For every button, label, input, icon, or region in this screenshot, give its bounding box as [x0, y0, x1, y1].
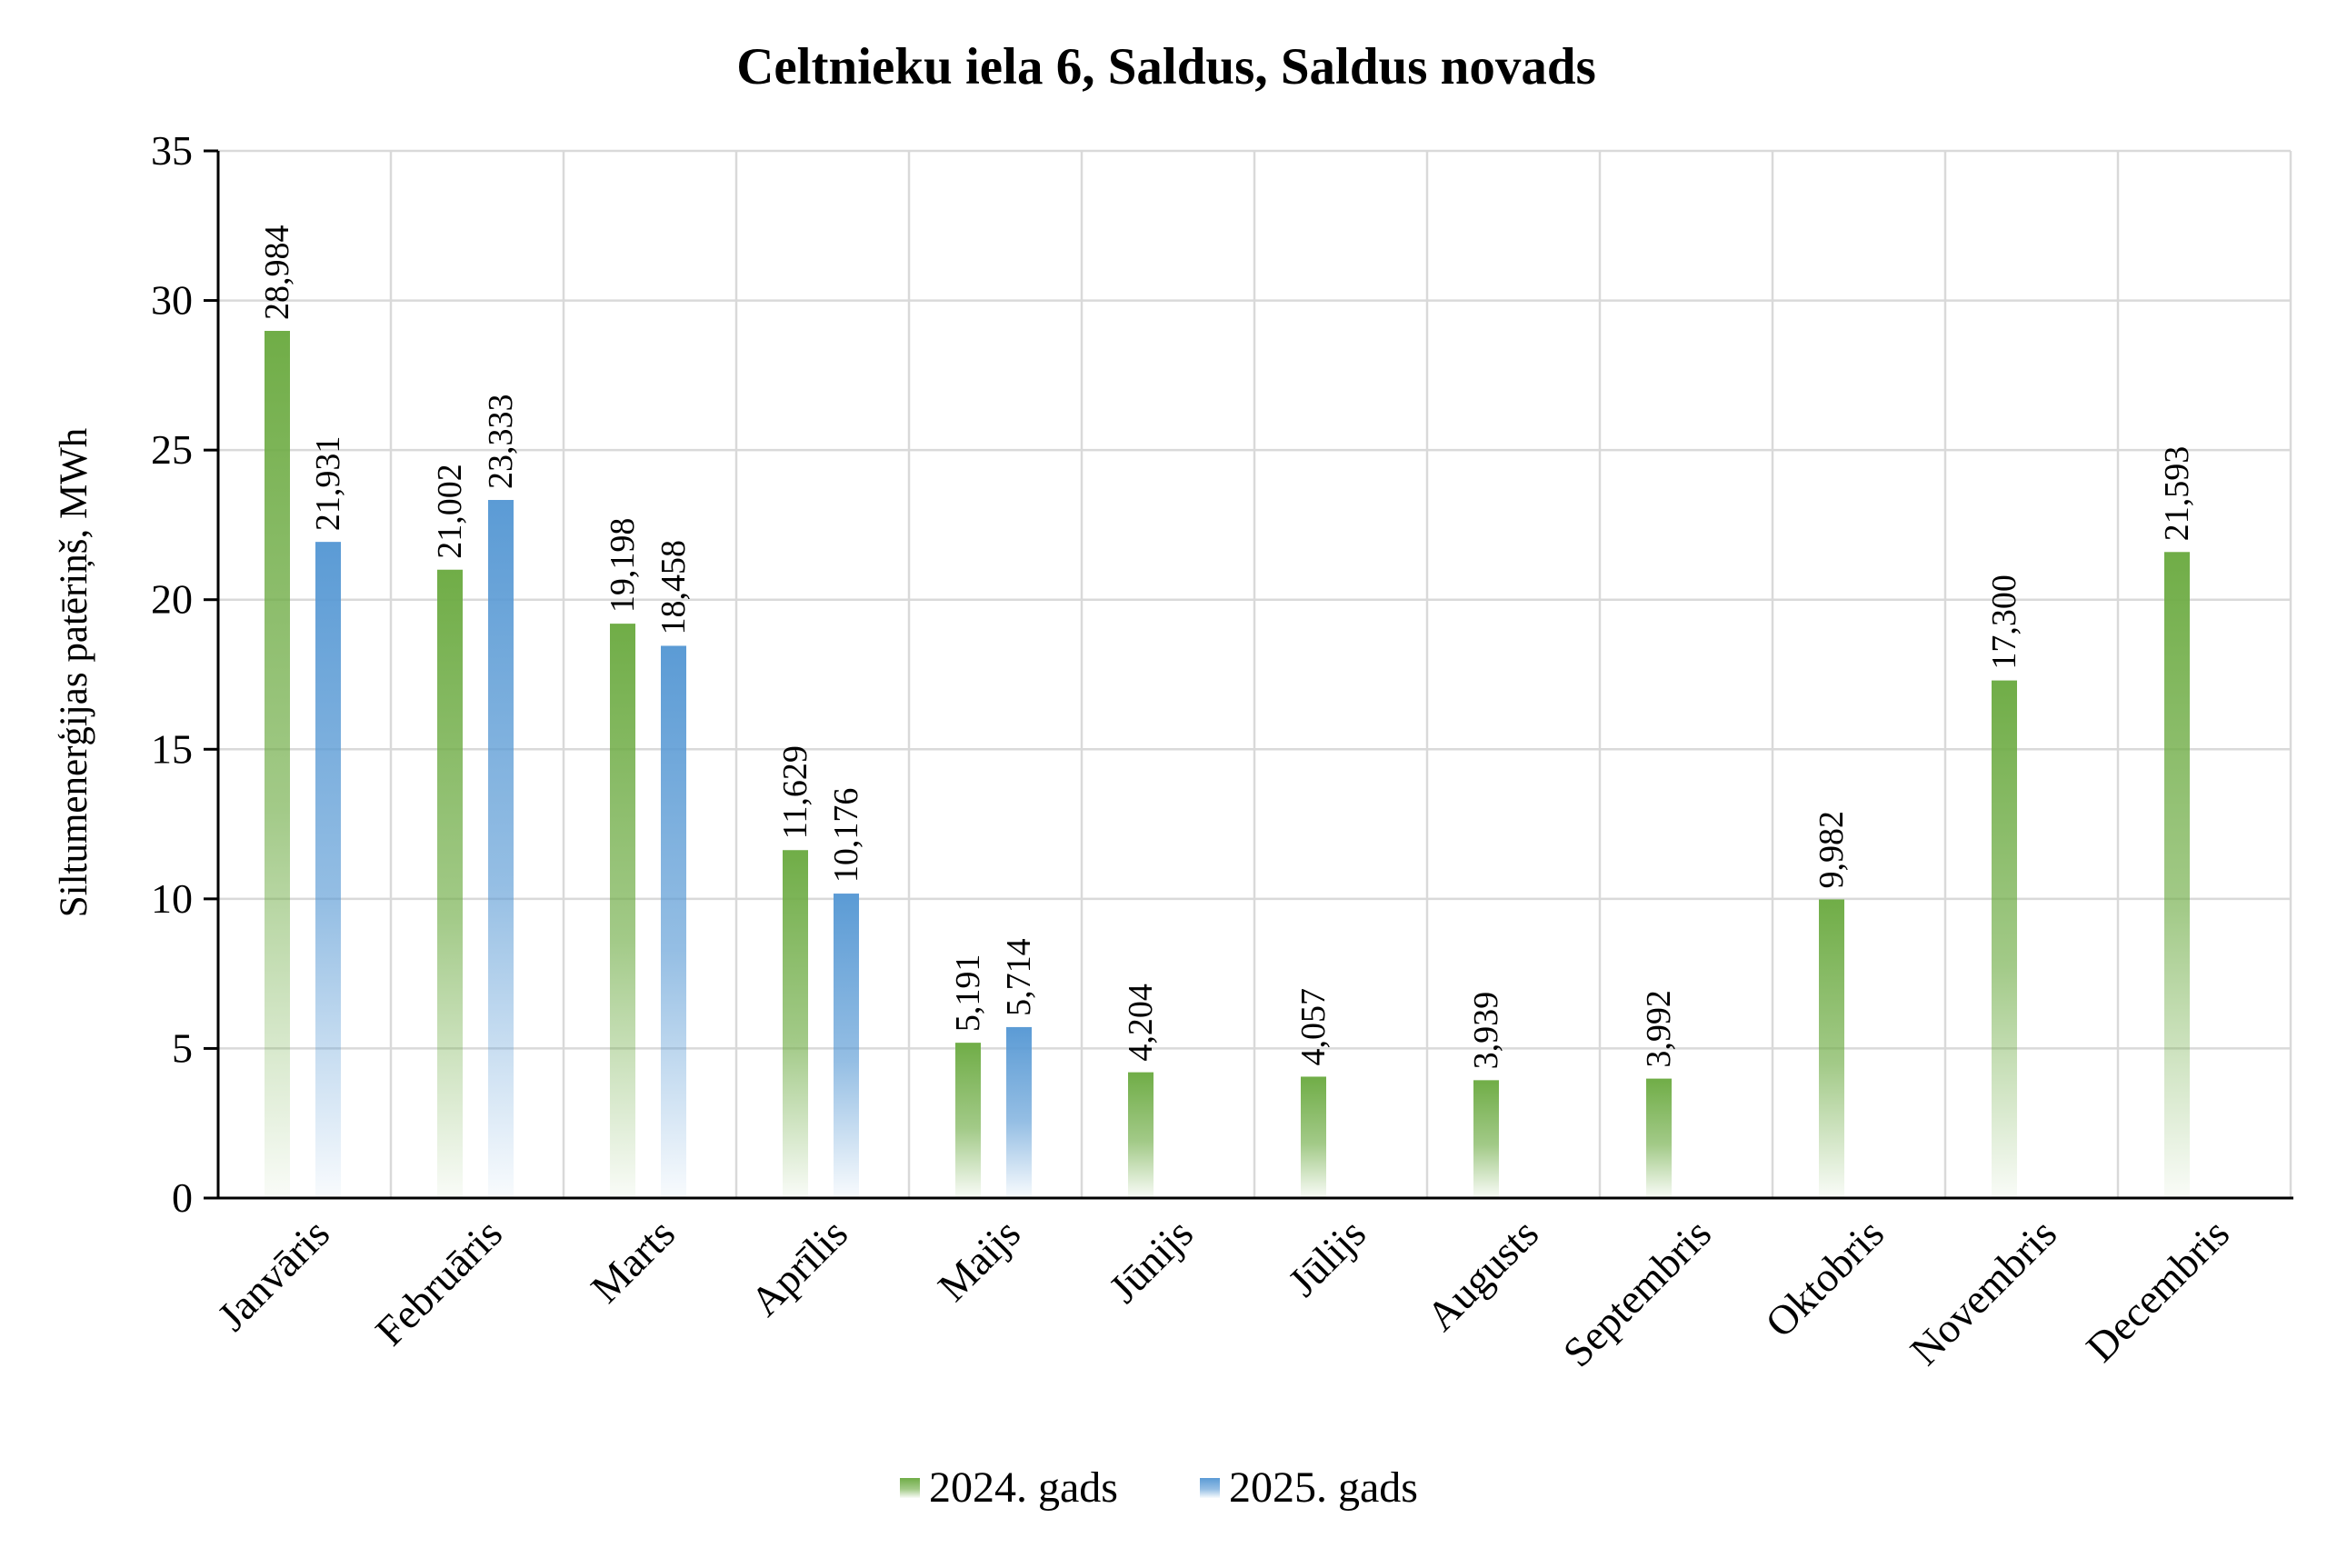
bar-2025-aprīlis [834, 894, 859, 1198]
bar-2024-jūlijs [1301, 1076, 1326, 1198]
data-label: 11,629 [776, 745, 814, 839]
bar-2025-janvāris [315, 542, 341, 1198]
data-label: 28,984 [258, 225, 296, 321]
bars [265, 331, 2190, 1198]
data-label: 10,176 [827, 788, 865, 884]
data-label: 5,191 [949, 954, 987, 1033]
data-labels: 28,984 21,002 19,198 11,629 5,191 4,204 4,057 3… [258, 225, 2196, 1070]
legend-label: 2024. gads [929, 1463, 1118, 1512]
data-label: 21,593 [2158, 446, 2196, 542]
y-tick-label: 0 [172, 1174, 193, 1221]
y-tick-label: 20 [151, 576, 193, 623]
data-label: 21,002 [431, 464, 469, 559]
x-tick-label: Jūnijs [1100, 1210, 1202, 1312]
data-label: 17,300 [1985, 574, 2023, 670]
bar-2024-decembris [2164, 552, 2190, 1198]
y-tick-label: 15 [151, 725, 193, 772]
bar-2024-augusts [1473, 1080, 1499, 1198]
x-tick-label: Janvāris [208, 1210, 338, 1340]
x-tick-label: Novembris [1901, 1210, 2065, 1374]
bar-2024-maijs [955, 1043, 981, 1198]
data-label: 4,057 [1294, 988, 1333, 1066]
y-tick-label: 30 [151, 277, 193, 324]
bar-2025-maijs [1006, 1026, 1032, 1198]
x-tick-labels: Janvāris Februāris Marts Aprīlis Maijs Jūnijs… [208, 1210, 2238, 1375]
y-tick-label: 10 [151, 875, 193, 922]
legend-label: 2025. gads [1229, 1463, 1418, 1512]
data-label: 21,931 [309, 436, 347, 532]
gridlines [218, 149, 2292, 1198]
y-axis-label: Siltumenerģijas patēriņš, MWh [53, 428, 95, 918]
bar-2024-marts [610, 624, 635, 1198]
legend-swatch [1200, 1478, 1220, 1498]
x-tick-label: Septembris [1554, 1210, 1720, 1375]
legend-swatch [900, 1478, 920, 1498]
bar-2024-novembris [1992, 680, 2017, 1198]
axes [204, 149, 2293, 1200]
y-tick-labels: 0 5 10 15 20 25 30 35 [151, 127, 193, 1221]
x-tick-label: Decembris [2077, 1210, 2238, 1371]
x-tick-label: Jūlijs [1279, 1210, 1374, 1305]
x-tick-label: Aprīlis [742, 1210, 856, 1324]
y-tick-label: 25 [151, 426, 193, 473]
bar-2024-janvāris [265, 331, 290, 1198]
data-label: 3,992 [1640, 990, 1678, 1068]
chart-title: Celtnieku iela 6, Saldus, Saldus novads [736, 38, 1596, 95]
legend: 2024. gads 2025. gads [900, 1463, 1418, 1512]
bar-2025-februāris [488, 500, 514, 1198]
bar-2024-februāris [437, 569, 463, 1198]
bar-2024-oktobris [1819, 899, 1844, 1198]
x-tick-label: Maijs [929, 1210, 1029, 1310]
data-label: 23,333 [482, 394, 520, 490]
bar-2025-marts [661, 645, 686, 1198]
y-tick-label: 5 [172, 1024, 193, 1071]
x-tick-label: Marts [582, 1210, 684, 1312]
x-tick-label: Oktobris [1756, 1210, 1893, 1346]
bar-2024-jūnijs [1128, 1072, 1154, 1198]
data-label: 4,204 [1122, 984, 1160, 1062]
data-label: 19,198 [604, 518, 642, 614]
x-tick-label: Augusts [1417, 1210, 1547, 1340]
data-label: 9,982 [1813, 811, 1851, 889]
data-label: 5,714 [1000, 938, 1038, 1016]
bar-2024-septembris [1646, 1078, 1672, 1198]
data-label: 18,458 [654, 540, 693, 635]
data-label: 3,939 [1467, 992, 1505, 1070]
bar-2024-aprīlis [783, 850, 808, 1198]
y-tick-label: 35 [151, 127, 193, 174]
x-tick-label: Februāris [366, 1210, 511, 1354]
